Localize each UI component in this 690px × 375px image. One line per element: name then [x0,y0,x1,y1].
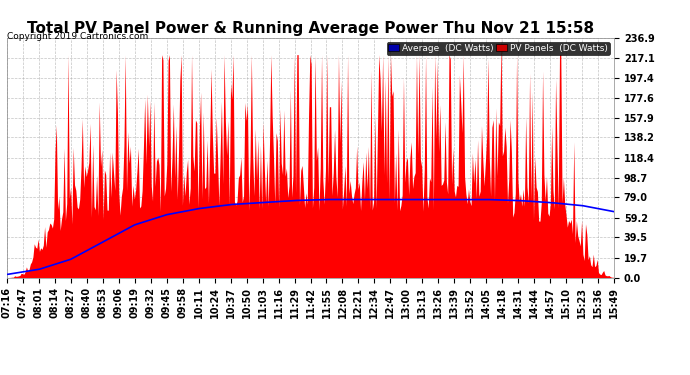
Title: Total PV Panel Power & Running Average Power Thu Nov 21 15:58: Total PV Panel Power & Running Average P… [27,21,594,36]
Text: Copyright 2019 Cartronics.com: Copyright 2019 Cartronics.com [7,32,148,41]
Legend: Average  (DC Watts), PV Panels  (DC Watts): Average (DC Watts), PV Panels (DC Watts) [386,42,609,55]
